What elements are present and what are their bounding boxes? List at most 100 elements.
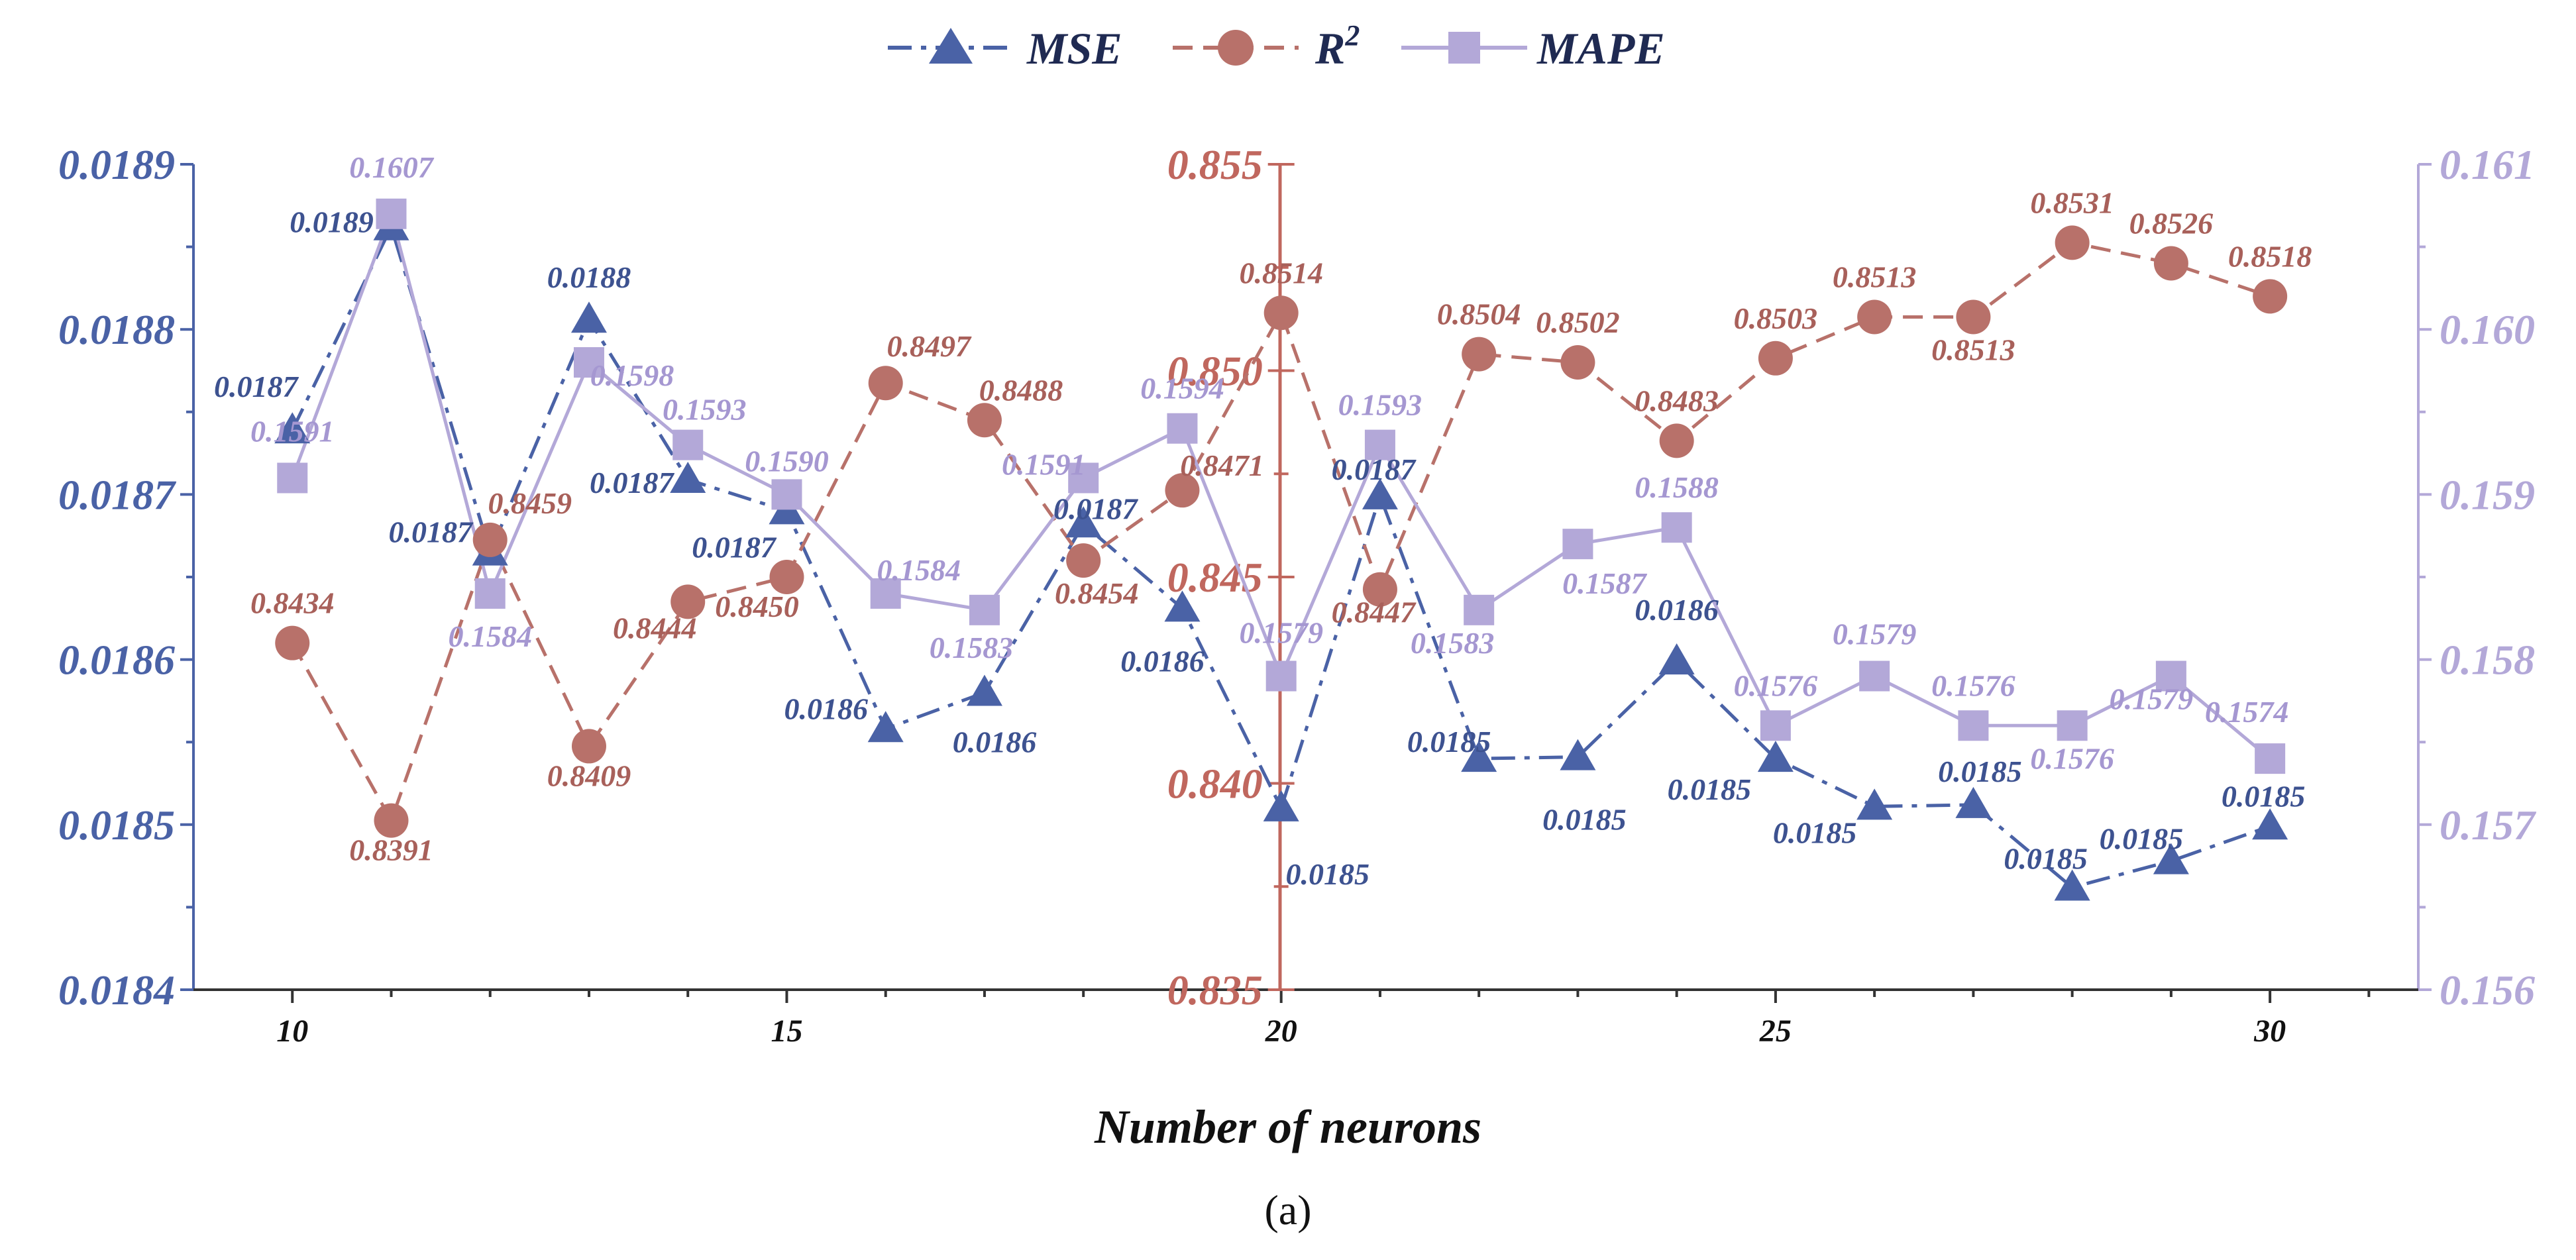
- left-tick-label: 0.0189: [58, 141, 175, 188]
- r2-data-label: 0.8447: [1332, 596, 1417, 629]
- r2-point: [1956, 299, 1991, 335]
- r2-point: [1462, 337, 1497, 372]
- mse-data-label: 0.0185: [1407, 725, 1491, 759]
- r2-point: [1560, 345, 1595, 380]
- r2-point: [1263, 295, 1299, 331]
- x-tick-label: 20: [1265, 1014, 1297, 1049]
- r2-point: [275, 625, 310, 660]
- mse-data-label: 0.0189: [290, 205, 374, 239]
- legend-item-mape: MAPE: [1401, 23, 1665, 74]
- r2-data-label: 0.8513: [1833, 260, 1917, 294]
- mse-point: [867, 711, 904, 743]
- mse-point: [1757, 741, 1794, 772]
- mse-data-label: 0.0185: [1542, 803, 1627, 837]
- mape-data-label: 0.1593: [663, 393, 747, 427]
- mape-data-label: 0.1598: [590, 358, 674, 392]
- mape-point: [1859, 660, 1890, 692]
- mse-point: [1263, 790, 1299, 821]
- mape-data-label: 0.1584: [877, 553, 961, 587]
- mape-point: [1068, 462, 1099, 494]
- right-tick-label: 0.159: [2440, 471, 2535, 518]
- legend-item-r2: R2: [1173, 19, 1360, 74]
- right-tick-label: 0.158: [2440, 637, 2535, 684]
- legend-mse-marker: [929, 28, 973, 64]
- legend-r2-label: R2: [1315, 19, 1360, 74]
- mape-point: [1958, 710, 1989, 741]
- r2-point: [1066, 543, 1101, 578]
- mse-point: [570, 301, 607, 333]
- mape-data-label: 0.1583: [1411, 626, 1495, 660]
- mape-point: [969, 594, 1000, 625]
- left-tick-label: 0.0188: [58, 306, 175, 353]
- mape-point: [1364, 429, 1395, 460]
- right-tick-label: 0.157: [2440, 802, 2537, 849]
- mse-point: [1065, 506, 1102, 538]
- mape-data-label: 0.1576: [1931, 668, 2015, 702]
- r2-data-label: 0.8454: [1055, 576, 1139, 610]
- mape-point: [1760, 710, 1791, 741]
- mape-data-label: 0.1584: [448, 619, 532, 653]
- mse-point: [1560, 739, 1596, 770]
- legend-r2-name: R: [1315, 23, 1345, 74]
- r2-data-label: 0.8409: [547, 759, 631, 792]
- right-tick-label: 0.156: [2440, 967, 2535, 1014]
- left-tick-label: 0.0186: [58, 637, 175, 684]
- r2-data-label: 0.8483: [1635, 384, 1719, 417]
- mape-point: [2155, 660, 2186, 692]
- figure-caption: (a): [1264, 1186, 1311, 1234]
- mse-point: [2252, 808, 2288, 840]
- mape-point: [870, 578, 901, 609]
- r2-data-label: 0.8503: [1734, 301, 1818, 335]
- r2-data-label: 0.8502: [1536, 305, 1620, 339]
- mse-data-label: 0.0186: [953, 725, 1037, 759]
- x-tick-label: 25: [1759, 1014, 1792, 1049]
- mape-data-label: 0.1576: [1734, 668, 1818, 702]
- r2-point: [1659, 423, 1694, 458]
- mape-data-label: 0.1579: [1239, 616, 1323, 650]
- mse-point: [1164, 590, 1201, 622]
- mse-data-label: 0.0188: [547, 260, 631, 294]
- mse-data-label: 0.0187: [692, 530, 777, 564]
- r2-data-label: 0.8514: [1239, 256, 1323, 289]
- mse-point: [1955, 786, 1992, 818]
- r2-data-label: 0.8513: [1931, 333, 2015, 367]
- mape-point: [573, 347, 604, 378]
- mse-data-label: 0.0187: [388, 515, 474, 549]
- r2-data-label: 0.8488: [979, 373, 1063, 407]
- mse-series-line: [290, 222, 2271, 890]
- legend: MSE R2 MAPE: [888, 19, 1665, 74]
- legend-item-mse: MSE: [888, 23, 1122, 74]
- mse-data-label: 0.0187: [214, 370, 299, 403]
- mse-data-label: 0.0185: [1285, 857, 1369, 891]
- legend-mse-label: MSE: [1026, 23, 1122, 74]
- r2-data-label: 0.8497: [886, 329, 972, 363]
- mape-point: [2057, 710, 2088, 741]
- r2-data-label: 0.8518: [2228, 239, 2312, 273]
- r2-point: [671, 584, 706, 619]
- r2-point: [967, 403, 1002, 438]
- right-tick-label: 0.160: [2440, 306, 2535, 353]
- legend-r2-marker: [1218, 30, 1254, 66]
- middle-tick-label: 0.840: [1167, 761, 1263, 808]
- r2-data-label: 0.8531: [2030, 185, 2114, 219]
- mse-point: [1362, 478, 1398, 509]
- left-tick-label: 0.0184: [58, 967, 175, 1014]
- mse-point: [1658, 643, 1695, 675]
- mape-point: [1265, 660, 1297, 692]
- mse-data-label: 0.0185: [2004, 841, 2088, 875]
- mse-data-label: 0.0187: [1332, 452, 1417, 486]
- mape-point: [1562, 529, 1593, 560]
- mse-point: [274, 412, 311, 444]
- r2-point: [868, 366, 903, 401]
- x-axis-title: Number of neurons: [1094, 1100, 1481, 1153]
- mape-data-label: 0.1593: [1338, 388, 1422, 422]
- legend-mape-marker: [1448, 32, 1480, 64]
- r2-data-label: 0.8391: [349, 833, 433, 867]
- r2-point: [1165, 473, 1200, 508]
- mse-data-label: 0.0185: [2222, 779, 2306, 813]
- mape-data-label: 0.1576: [2030, 741, 2114, 775]
- mse-point: [670, 461, 706, 493]
- r2-point: [1758, 341, 1793, 376]
- mape-point: [1167, 413, 1198, 444]
